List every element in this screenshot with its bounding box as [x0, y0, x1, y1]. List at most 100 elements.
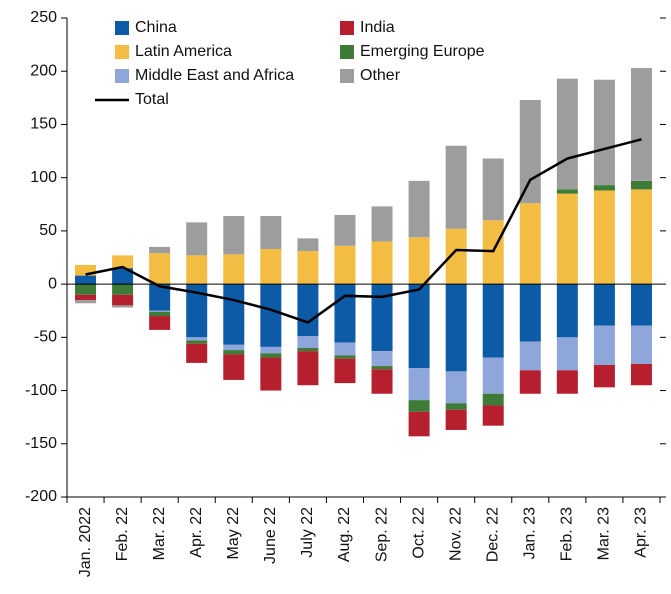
bar — [149, 316, 171, 330]
bar — [297, 284, 319, 337]
bar — [260, 248, 282, 285]
bar — [482, 393, 504, 406]
x-tick-label: June 22 — [262, 507, 279, 564]
bar — [112, 305, 134, 308]
bar — [223, 284, 245, 345]
y-tick-label: -150 — [25, 435, 57, 452]
bar — [408, 411, 430, 437]
bar — [260, 284, 282, 347]
x-tick-label: Jan. 2022 — [77, 507, 94, 577]
bar — [408, 400, 430, 412]
bar — [260, 357, 282, 391]
legend-label: China — [135, 19, 177, 36]
x-tick-label: Apr. 23 — [633, 507, 650, 558]
x-tick-label: Oct. 22 — [410, 507, 427, 559]
bar — [186, 343, 208, 363]
bar — [593, 79, 615, 186]
bar — [149, 311, 171, 317]
legend-swatch — [340, 21, 354, 35]
bar — [260, 215, 282, 249]
x-tick-label: July 22 — [299, 507, 316, 558]
bar — [556, 193, 578, 285]
y-tick-label: 50 — [39, 222, 57, 239]
bar — [593, 325, 615, 366]
bar — [371, 366, 393, 370]
bar — [556, 284, 578, 338]
bar — [556, 370, 578, 394]
bar — [260, 353, 282, 358]
x-tick-label: Apr. 22 — [188, 507, 205, 558]
y-tick-label: 0 — [48, 275, 57, 292]
bar — [371, 206, 393, 242]
bar — [519, 370, 541, 394]
x-tick-label: Feb. 22 — [114, 507, 131, 561]
bar — [519, 284, 541, 342]
bar — [297, 336, 319, 348]
bar — [75, 294, 97, 301]
x-tick-label: Aug. 22 — [336, 507, 353, 562]
bar — [445, 145, 467, 229]
bar — [630, 284, 652, 326]
x-tick-label: Mar. 23 — [596, 507, 613, 560]
bar — [223, 215, 245, 255]
bar — [482, 357, 504, 394]
y-tick-label: -200 — [25, 488, 57, 505]
bar — [630, 325, 652, 364]
bar — [445, 403, 467, 410]
bar — [630, 363, 652, 386]
x-tick-label: Feb. 23 — [559, 507, 576, 561]
bar — [556, 337, 578, 371]
bar — [519, 203, 541, 285]
legend-label: Emerging Europe — [360, 43, 485, 60]
bar — [408, 180, 430, 238]
bar — [445, 284, 467, 372]
y-tick-label: 200 — [30, 62, 57, 79]
legend-label: Middle East and Africa — [135, 67, 294, 84]
bar — [482, 284, 504, 358]
bar — [112, 268, 134, 285]
bar — [223, 254, 245, 285]
bar — [112, 294, 134, 306]
bar — [371, 351, 393, 367]
y-tick-label: -50 — [34, 329, 57, 346]
y-tick-label: 150 — [30, 116, 57, 133]
bar — [556, 78, 578, 190]
bar — [445, 409, 467, 430]
x-tick-label: Nov. 22 — [447, 507, 464, 561]
bar — [149, 310, 171, 312]
bar — [223, 354, 245, 380]
legend-swatch — [115, 69, 129, 83]
bar — [75, 264, 97, 276]
bar — [186, 340, 208, 344]
legend-swatch — [115, 21, 129, 35]
legend-swatch — [340, 45, 354, 59]
bar — [371, 284, 393, 352]
bar — [149, 253, 171, 285]
bar — [445, 371, 467, 404]
bar — [408, 284, 430, 369]
bar — [186, 222, 208, 256]
bar — [371, 369, 393, 394]
x-tick-label: Dec. 22 — [484, 507, 501, 562]
bar — [186, 284, 208, 338]
legend-label: India — [360, 19, 395, 36]
x-tick-label: May 22 — [225, 507, 242, 560]
bar — [334, 355, 356, 359]
y-tick-label: 250 — [30, 9, 57, 26]
bar — [482, 405, 504, 426]
bar — [593, 185, 615, 191]
x-tick-label: Jan. 23 — [522, 507, 539, 560]
bar — [408, 237, 430, 285]
bar — [186, 255, 208, 285]
bar — [112, 284, 134, 295]
y-tick-label: -100 — [25, 382, 57, 399]
bar — [593, 190, 615, 285]
legend-label: Other — [360, 67, 401, 84]
bar — [630, 68, 652, 181]
legend-label: Total — [135, 91, 169, 108]
bar — [223, 350, 245, 355]
bar — [371, 241, 393, 285]
bar — [519, 341, 541, 371]
bar — [223, 344, 245, 351]
